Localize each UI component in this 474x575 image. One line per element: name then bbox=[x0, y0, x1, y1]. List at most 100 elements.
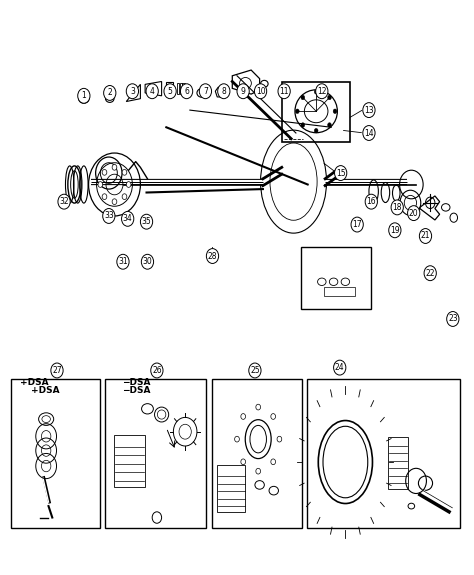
Text: 13: 13 bbox=[364, 106, 374, 114]
Circle shape bbox=[301, 122, 305, 127]
Circle shape bbox=[112, 164, 117, 170]
Circle shape bbox=[389, 223, 401, 237]
Circle shape bbox=[408, 206, 420, 221]
Circle shape bbox=[256, 468, 261, 474]
Circle shape bbox=[122, 194, 127, 200]
Text: 32: 32 bbox=[59, 197, 69, 206]
Circle shape bbox=[102, 170, 107, 175]
Circle shape bbox=[295, 109, 299, 113]
Circle shape bbox=[151, 363, 163, 378]
Circle shape bbox=[241, 413, 246, 419]
Text: 35: 35 bbox=[142, 217, 151, 226]
Circle shape bbox=[333, 109, 337, 113]
Circle shape bbox=[103, 209, 115, 224]
Circle shape bbox=[391, 200, 403, 215]
Circle shape bbox=[277, 436, 282, 442]
Circle shape bbox=[51, 363, 63, 378]
Bar bbox=[166, 82, 173, 94]
Text: 31: 31 bbox=[118, 257, 128, 266]
Circle shape bbox=[146, 84, 158, 99]
Circle shape bbox=[78, 89, 90, 104]
Bar bbox=[388, 438, 408, 489]
Circle shape bbox=[121, 212, 134, 227]
Circle shape bbox=[365, 194, 377, 209]
Circle shape bbox=[241, 459, 246, 465]
Circle shape bbox=[316, 84, 328, 99]
Bar bbox=[217, 465, 246, 512]
Text: 26: 26 bbox=[152, 366, 162, 375]
Circle shape bbox=[98, 182, 103, 187]
Circle shape bbox=[314, 90, 318, 94]
Circle shape bbox=[126, 84, 138, 99]
Circle shape bbox=[351, 217, 363, 232]
Circle shape bbox=[328, 122, 331, 127]
Text: 6: 6 bbox=[184, 87, 189, 95]
Text: 2: 2 bbox=[108, 89, 112, 97]
Circle shape bbox=[181, 84, 193, 99]
Circle shape bbox=[335, 166, 347, 181]
Text: 18: 18 bbox=[392, 203, 402, 212]
Circle shape bbox=[271, 459, 275, 465]
Circle shape bbox=[255, 84, 267, 99]
Text: 22: 22 bbox=[426, 269, 435, 278]
Text: 30: 30 bbox=[143, 257, 152, 266]
Text: 33: 33 bbox=[104, 212, 114, 220]
Circle shape bbox=[237, 84, 249, 99]
Circle shape bbox=[112, 199, 117, 205]
Text: 24: 24 bbox=[335, 363, 345, 372]
Bar bbox=[180, 83, 182, 94]
Circle shape bbox=[334, 360, 346, 375]
Circle shape bbox=[126, 182, 131, 187]
Text: 23: 23 bbox=[448, 315, 457, 324]
Circle shape bbox=[256, 404, 261, 410]
Text: +DSA: +DSA bbox=[20, 378, 49, 387]
Text: 3: 3 bbox=[130, 87, 135, 95]
Text: 9: 9 bbox=[241, 87, 246, 95]
Circle shape bbox=[447, 312, 459, 327]
Circle shape bbox=[301, 95, 305, 100]
Circle shape bbox=[122, 170, 127, 175]
Circle shape bbox=[141, 254, 154, 269]
Text: −DSA: −DSA bbox=[121, 378, 150, 387]
Text: 7: 7 bbox=[203, 87, 208, 95]
Circle shape bbox=[206, 248, 219, 263]
Circle shape bbox=[314, 128, 318, 133]
Circle shape bbox=[235, 436, 239, 442]
Text: 17: 17 bbox=[352, 220, 362, 229]
Text: 25: 25 bbox=[250, 366, 260, 375]
Text: 14: 14 bbox=[364, 128, 374, 137]
Text: 1: 1 bbox=[82, 91, 86, 100]
Circle shape bbox=[249, 363, 261, 378]
Circle shape bbox=[218, 84, 230, 99]
Circle shape bbox=[140, 214, 153, 229]
Text: 15: 15 bbox=[336, 168, 346, 178]
Text: 12: 12 bbox=[317, 87, 327, 95]
Circle shape bbox=[424, 266, 437, 281]
Circle shape bbox=[102, 194, 107, 200]
Text: −DSA: −DSA bbox=[121, 386, 150, 396]
Text: 5: 5 bbox=[168, 87, 173, 95]
Circle shape bbox=[199, 84, 211, 99]
Bar bbox=[177, 83, 179, 94]
Circle shape bbox=[363, 103, 375, 117]
Text: 8: 8 bbox=[221, 87, 226, 95]
Text: 21: 21 bbox=[421, 232, 430, 240]
Circle shape bbox=[328, 95, 331, 100]
Text: 27: 27 bbox=[52, 366, 62, 375]
Circle shape bbox=[58, 194, 70, 209]
Text: 16: 16 bbox=[366, 197, 376, 206]
Bar bbox=[182, 83, 185, 94]
Circle shape bbox=[278, 84, 290, 99]
Text: 28: 28 bbox=[208, 251, 217, 260]
Text: 11: 11 bbox=[279, 87, 289, 95]
Text: 34: 34 bbox=[123, 214, 133, 223]
Circle shape bbox=[104, 86, 116, 101]
Text: 10: 10 bbox=[256, 87, 265, 95]
Circle shape bbox=[419, 228, 432, 243]
Bar bbox=[324, 287, 355, 296]
Circle shape bbox=[271, 413, 275, 419]
Circle shape bbox=[164, 84, 176, 99]
Bar bbox=[115, 435, 145, 486]
Text: 19: 19 bbox=[390, 226, 400, 235]
Text: 4: 4 bbox=[150, 87, 155, 95]
